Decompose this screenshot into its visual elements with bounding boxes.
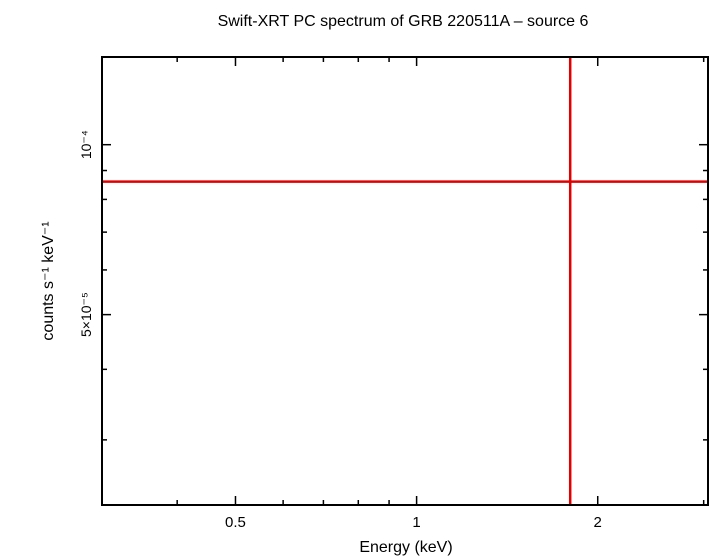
- x-tick-label: 0.5: [225, 514, 246, 531]
- chart-title: Swift-XRT PC spectrum of GRB 220511A – s…: [218, 13, 589, 30]
- x-axis-label: Energy (keV): [359, 539, 452, 556]
- y-axis-label: counts s⁻¹ keV⁻¹: [40, 221, 57, 340]
- y-tick-label: 10⁻⁴: [78, 130, 94, 159]
- x-tick-label: 1: [412, 514, 420, 531]
- y-tick-label: 5×10⁻⁵: [78, 292, 94, 337]
- x-tick-label: 2: [594, 514, 602, 531]
- plot-frame: [101, 56, 709, 506]
